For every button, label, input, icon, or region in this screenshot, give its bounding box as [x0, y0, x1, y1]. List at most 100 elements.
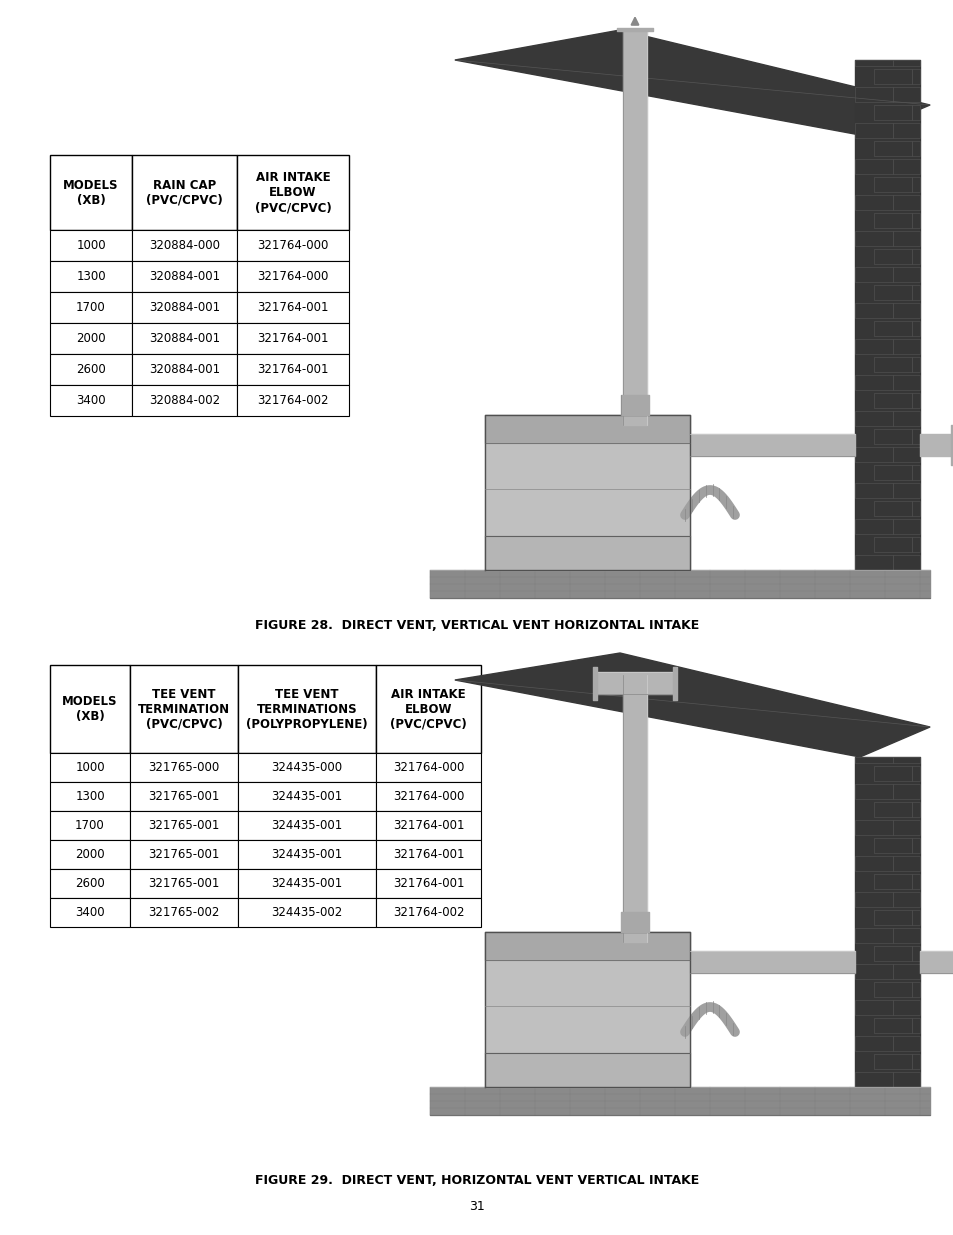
- Bar: [892, 231, 919, 246]
- Bar: [873, 537, 911, 552]
- Bar: [237, 840, 375, 869]
- Text: 321764-002: 321764-002: [393, 906, 464, 919]
- Text: FIGURE 29.  DIRECT VENT, HORIZONTAL VENT VERTICAL INTAKE: FIGURE 29. DIRECT VENT, HORIZONTAL VENT …: [254, 1173, 699, 1187]
- Bar: [854, 820, 892, 835]
- Text: 3400: 3400: [76, 394, 106, 408]
- Bar: [236, 261, 349, 291]
- Text: 321765-001: 321765-001: [148, 819, 219, 832]
- Bar: [50, 230, 132, 261]
- Bar: [911, 212, 919, 228]
- Bar: [130, 664, 237, 753]
- Bar: [132, 324, 236, 354]
- Bar: [854, 963, 892, 979]
- Bar: [854, 757, 892, 763]
- Bar: [873, 285, 911, 300]
- Bar: [873, 177, 911, 191]
- Bar: [892, 1036, 919, 1051]
- Bar: [375, 898, 480, 927]
- Bar: [50, 898, 130, 927]
- Bar: [50, 753, 130, 782]
- Text: 321765-001: 321765-001: [148, 790, 219, 803]
- Text: 2000: 2000: [76, 332, 106, 345]
- Bar: [375, 664, 480, 753]
- Text: TEE VENT
TERMINATIONS
(POLYPROPYLENE): TEE VENT TERMINATIONS (POLYPROPYLENE): [246, 688, 368, 730]
- Bar: [132, 385, 236, 416]
- Bar: [873, 1053, 911, 1070]
- Bar: [892, 61, 919, 65]
- Text: 321764-001: 321764-001: [257, 301, 329, 314]
- Bar: [854, 856, 892, 871]
- Text: 321764-000: 321764-000: [257, 270, 329, 283]
- Bar: [911, 837, 919, 853]
- Bar: [873, 946, 911, 961]
- Text: 320884-001: 320884-001: [149, 270, 220, 283]
- Text: MODELS
(XB): MODELS (XB): [63, 179, 118, 206]
- Bar: [854, 411, 892, 426]
- Bar: [911, 802, 919, 818]
- Bar: [854, 1072, 892, 1087]
- Bar: [911, 537, 919, 552]
- Bar: [892, 122, 919, 138]
- Bar: [854, 483, 892, 498]
- Bar: [873, 837, 911, 853]
- Polygon shape: [455, 30, 929, 135]
- Bar: [873, 69, 911, 84]
- Bar: [50, 811, 130, 840]
- Bar: [892, 447, 919, 462]
- Text: 1000: 1000: [75, 761, 105, 774]
- Text: 1000: 1000: [76, 240, 106, 252]
- Bar: [854, 927, 892, 944]
- Text: 321764-000: 321764-000: [257, 240, 329, 252]
- Bar: [892, 86, 919, 103]
- Bar: [236, 354, 349, 385]
- Bar: [892, 999, 919, 1015]
- Bar: [892, 820, 919, 835]
- Text: 2000: 2000: [75, 848, 105, 861]
- Bar: [237, 898, 375, 927]
- Bar: [236, 385, 349, 416]
- Bar: [873, 429, 911, 445]
- Text: 324435-001: 324435-001: [271, 790, 342, 803]
- Bar: [911, 141, 919, 156]
- Bar: [50, 156, 132, 230]
- Bar: [873, 766, 911, 781]
- Bar: [911, 357, 919, 372]
- Bar: [854, 231, 892, 246]
- Bar: [854, 303, 892, 317]
- Bar: [873, 802, 911, 818]
- Bar: [911, 69, 919, 84]
- Bar: [130, 869, 237, 898]
- Bar: [873, 357, 911, 372]
- Text: 321764-001: 321764-001: [257, 363, 329, 375]
- Bar: [873, 873, 911, 889]
- Polygon shape: [455, 653, 929, 757]
- Bar: [375, 840, 480, 869]
- Bar: [892, 411, 919, 426]
- Bar: [911, 429, 919, 445]
- Bar: [50, 840, 130, 869]
- Text: 2600: 2600: [76, 363, 106, 375]
- Bar: [911, 105, 919, 120]
- Bar: [892, 374, 919, 390]
- Text: 320884-000: 320884-000: [149, 240, 220, 252]
- Text: 321765-000: 321765-000: [149, 761, 219, 774]
- Text: 321764-001: 321764-001: [393, 848, 464, 861]
- Bar: [873, 1018, 911, 1032]
- Bar: [237, 869, 375, 898]
- Bar: [892, 1072, 919, 1087]
- Bar: [237, 664, 375, 753]
- Bar: [854, 195, 892, 210]
- Bar: [892, 555, 919, 571]
- Text: TEE VENT
TERMINATION
(PVC/CPVC): TEE VENT TERMINATION (PVC/CPVC): [138, 688, 230, 730]
- Bar: [911, 1018, 919, 1032]
- Text: 321765-001: 321765-001: [148, 848, 219, 861]
- Text: 320884-001: 320884-001: [149, 363, 220, 375]
- Bar: [854, 61, 892, 65]
- Bar: [50, 261, 132, 291]
- Bar: [892, 159, 919, 174]
- Bar: [911, 1053, 919, 1070]
- Text: 3400: 3400: [75, 906, 105, 919]
- Bar: [911, 321, 919, 336]
- Bar: [892, 303, 919, 317]
- Bar: [873, 982, 911, 997]
